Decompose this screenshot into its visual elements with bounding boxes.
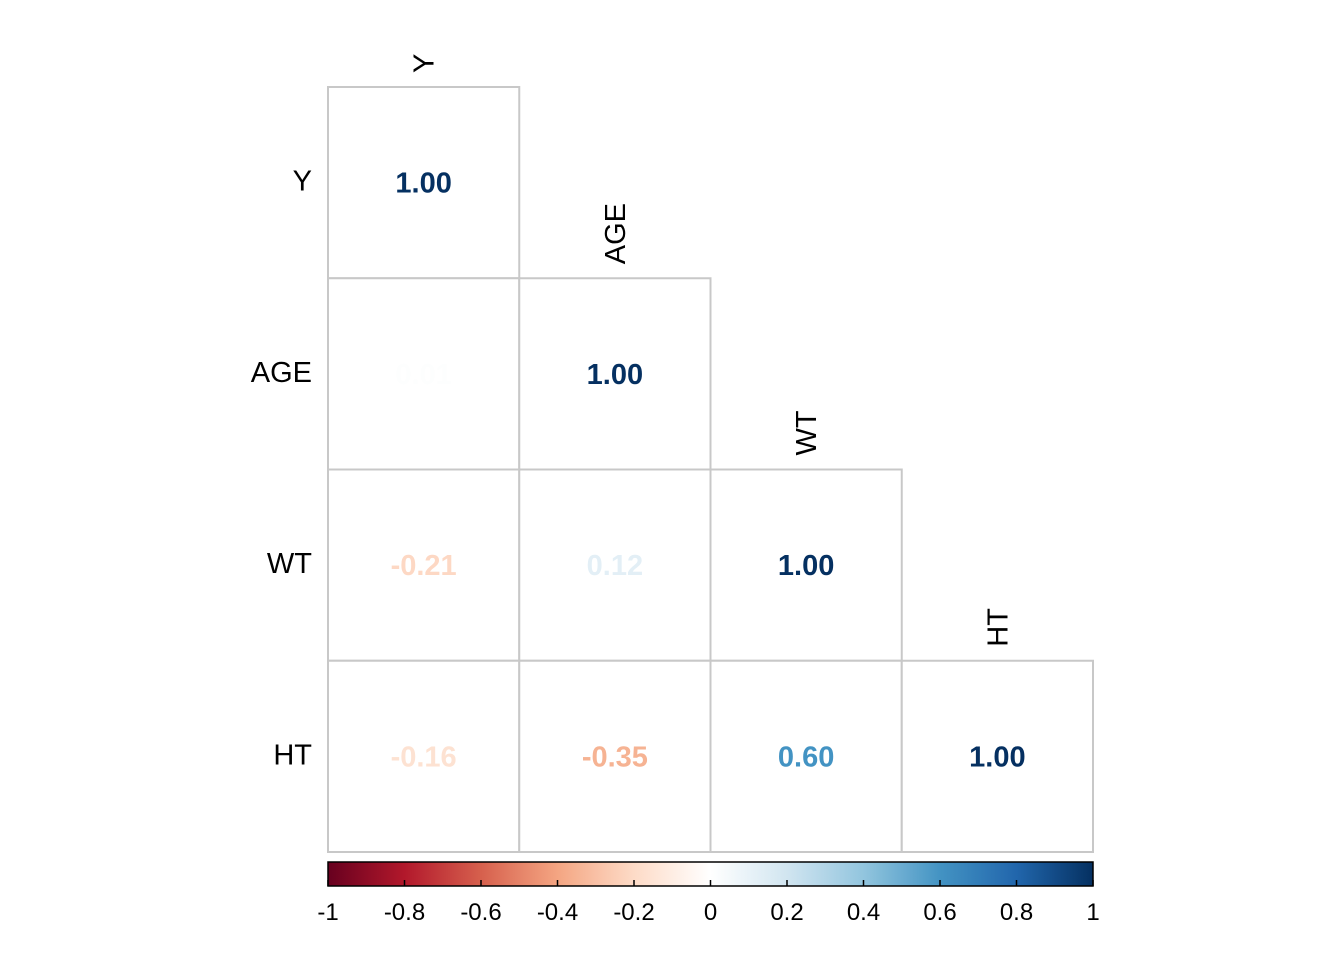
matrix-cell: -0.35 <box>518 659 712 853</box>
cell-box-wt-age <box>518 468 712 662</box>
cell-value-wt-wt: 1.00 <box>778 550 834 582</box>
row-label-y: Y <box>293 166 312 198</box>
cell-value-age-y: 0.01 <box>395 359 451 391</box>
cell-value-y-y: 1.00 <box>395 168 451 200</box>
cell-box-wt-y <box>327 468 521 662</box>
row-label-ht: HT <box>273 739 312 771</box>
matrix-cell: -0.16 <box>327 659 521 853</box>
matrix-cell: -0.21 <box>327 468 521 662</box>
matrix-cell: 1.00 <box>709 468 903 662</box>
cell-value-wt-age: 0.12 <box>587 550 643 582</box>
matrix-cell: 1.00 <box>327 86 521 280</box>
cell-box-wt-wt <box>709 468 903 662</box>
cell-value-ht-wt: 0.60 <box>778 741 834 773</box>
cell-value-ht-ht: 1.00 <box>969 741 1025 773</box>
cell-box-y-y <box>327 86 521 280</box>
cell-value-wt-y: -0.21 <box>391 550 457 582</box>
cell-box-ht-wt <box>709 659 903 853</box>
column-label-wt: WT <box>791 410 823 455</box>
cell-value-ht-age: -0.35 <box>582 741 648 773</box>
colorbar-tick-label: 1 <box>1086 899 1099 926</box>
column-label-ht: HT <box>982 608 1014 647</box>
row-label-age: AGE <box>251 357 312 389</box>
column-label-age: AGE <box>600 203 632 264</box>
row-label-wt: WT <box>267 548 312 580</box>
colorbar-tick-label: -0.4 <box>537 899 578 926</box>
cell-box-age-age <box>518 277 712 471</box>
colorbar-tick-label: 0.6 <box>923 899 956 926</box>
cell-box-ht-age <box>518 659 712 853</box>
column-label-y: Y <box>409 54 441 73</box>
cell-value-ht-y: -0.16 <box>391 741 457 773</box>
colorbar-tick-label: 0 <box>704 899 717 926</box>
colorbar: -1 -0.8 -0.6 -0.4 -0.2 0 0.2 0.4 0.6 0.8 1 <box>317 861 1100 926</box>
row-labels: Y AGE WT HT <box>251 166 313 772</box>
matrix-cell: 1.00 <box>900 659 1094 853</box>
cell-box-ht-ht <box>900 659 1094 853</box>
column-labels: Y AGE WT HT <box>409 54 1015 647</box>
colorbar-tick-label: 0.4 <box>847 899 880 926</box>
colorbar-tick-label: -0.6 <box>460 899 501 926</box>
cell-box-ht-y <box>327 659 521 853</box>
matrix-cell: 0.60 <box>709 659 903 853</box>
matrix-cell: 1.00 <box>518 277 712 471</box>
colorbar-tick-label: -1 <box>317 899 338 926</box>
cells-layer: 1.00 0.01 1.00 -0.21 0.12 1.00 -0.16 -0.35 0.60 1… <box>327 86 1094 853</box>
matrix-cell: 0.12 <box>518 468 712 662</box>
colorbar-tick-label: -0.8 <box>384 899 425 926</box>
cell-value-age-age: 1.00 <box>587 359 643 391</box>
cell-box-age-y <box>327 277 521 471</box>
colorbar-tick-label: -0.2 <box>613 899 654 926</box>
colorbar-tick-label: 0.2 <box>770 899 803 926</box>
colorbar-tick-label: 0.8 <box>1000 899 1033 926</box>
matrix-cell: 0.01 <box>327 277 521 471</box>
